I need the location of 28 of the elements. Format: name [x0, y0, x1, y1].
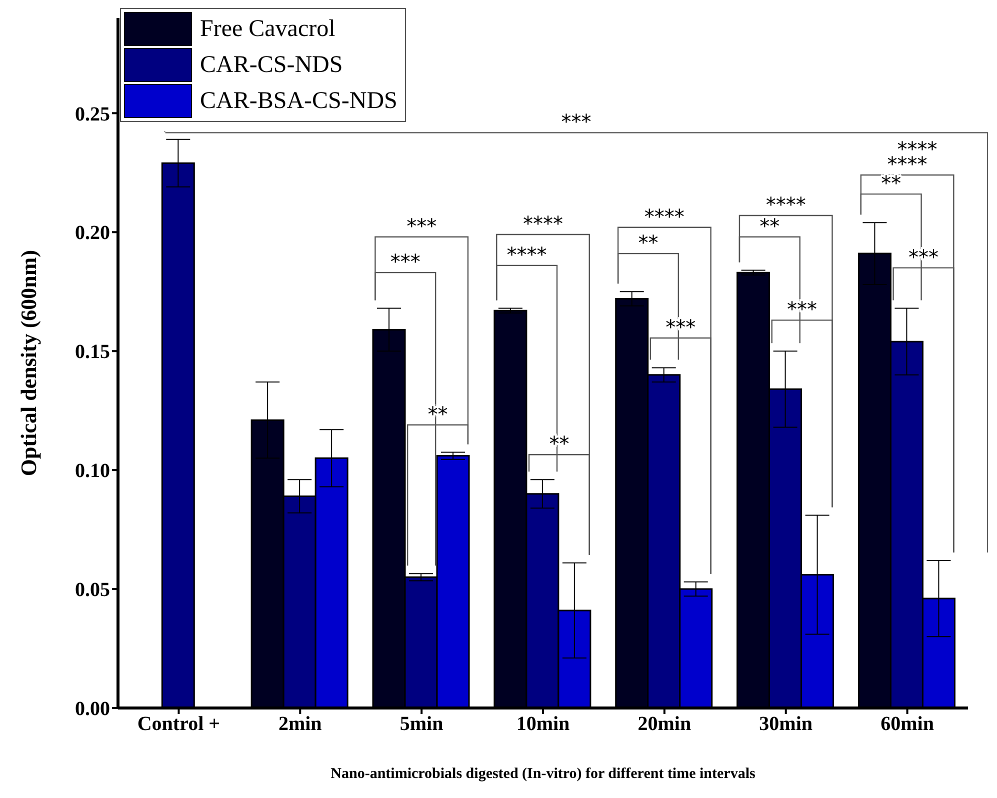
y-tick-label: 0.20 [75, 222, 110, 244]
annotation: *** [390, 250, 420, 274]
annotation: *** [406, 214, 437, 238]
legend-label: CAR-CS-NDS [200, 52, 343, 78]
x-tick-label: 10min [516, 713, 570, 736]
y-tick-label: 0.10 [75, 460, 110, 482]
x-axis-title: Nano-antimicrobials digested (In-vitro) for different time intervals [330, 766, 756, 782]
x-tick-label: 60min [880, 713, 934, 736]
annotation: **** [644, 204, 684, 228]
y-tick-label: 0.00 [75, 698, 110, 720]
annotation: **** [766, 192, 806, 216]
x-tick-label: Control + [137, 713, 220, 736]
x-tick-label: 5min [400, 713, 444, 736]
y-tick-label: 0.25 [75, 103, 110, 126]
annotation: *** [561, 110, 592, 134]
annotation: ** [760, 214, 780, 238]
annotation: ** [638, 230, 658, 255]
annotation: **** [523, 212, 563, 236]
y-axis-title: Optical density (600nm) [16, 250, 41, 476]
x-tick-label: 30min [759, 713, 813, 736]
x-tick-label: 2min [278, 713, 322, 736]
annotation: ** [881, 171, 902, 196]
y-tick-label: 0.05 [75, 579, 110, 602]
y-tick-label: 0.15 [75, 341, 110, 364]
annotation: **** [506, 242, 547, 266]
x-tick-label: 20min [638, 713, 692, 736]
legend-label: CAR-BSA-CS-NDS [200, 88, 398, 114]
legend-label: Free Cavacrol [200, 16, 336, 42]
